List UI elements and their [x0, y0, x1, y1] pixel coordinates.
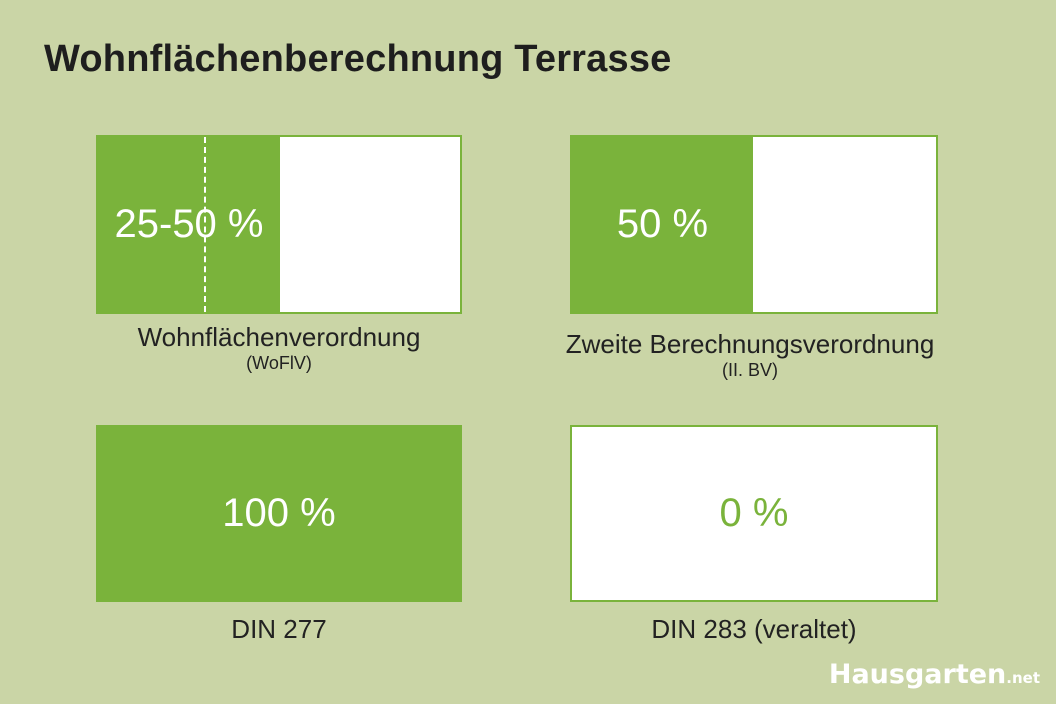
regulation-name: DIN 277 — [231, 614, 327, 644]
regulation-caption: Wohnflächenverordnung (WoFlV) — [96, 322, 462, 374]
regulation-abbreviation: (II. BV) — [721, 360, 778, 380]
logo-suffix: .net — [1006, 669, 1040, 687]
area-box-din-277: 100 % — [96, 425, 462, 602]
percentage-value: 50 % — [616, 202, 709, 246]
range-start-marker — [204, 137, 206, 312]
percentage-value: 0 % — [719, 491, 789, 535]
regulation-caption: DIN 283 (veraltet) — [570, 614, 938, 644]
regulation-name: Zweite Berechnungsverordnung — [565, 329, 935, 359]
regulation-name: Wohnflächenverordnung — [137, 322, 421, 352]
regulation-abbreviation: (WoFlV) — [246, 353, 312, 373]
area-box-din-283: 0 % — [570, 425, 938, 602]
regulation-name: DIN 283 (veraltet) — [651, 614, 857, 644]
area-box-wofiv: 25-50 % — [96, 135, 462, 314]
page-title: Wohnflächenberechnung Terrasse — [44, 38, 672, 80]
area-fill — [98, 427, 460, 600]
percentage-value: 100 % — [222, 491, 336, 535]
logo-name: Hausgarten — [828, 659, 1007, 690]
area-fill — [98, 137, 280, 312]
regulation-caption: Zweite Berechnungsverordnung (II. BV) — [530, 329, 970, 381]
area-fill — [572, 137, 753, 312]
area-box-ii-bv: 50 % — [570, 135, 938, 314]
hausgarten-logo: Hausgarten.net — [829, 659, 1040, 690]
regulation-caption: DIN 277 — [96, 614, 462, 644]
percentage-value: 25-50 % — [114, 202, 264, 246]
